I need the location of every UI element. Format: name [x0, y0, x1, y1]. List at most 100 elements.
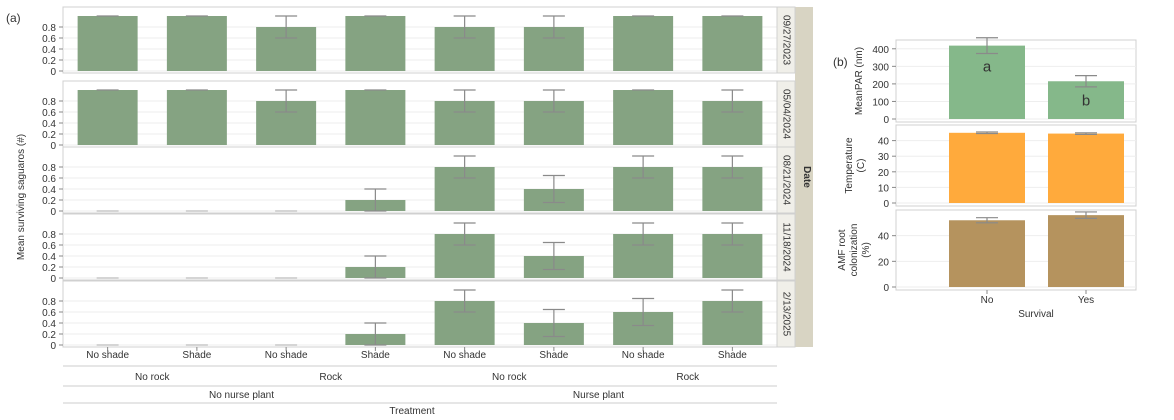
y-tick-label: 0.2	[42, 56, 56, 67]
panel-b-label: (b)	[833, 55, 848, 69]
y-tick-label: 0.6	[42, 34, 56, 45]
facet-title: Date	[801, 166, 812, 188]
error-bar	[275, 89, 298, 113]
significance-letter: a	[983, 59, 992, 76]
error-bar	[632, 297, 655, 327]
y-tick-label: 0.8	[42, 23, 56, 34]
error-bar	[453, 89, 476, 113]
y-tick-label: 0.6	[42, 174, 56, 185]
x-tick-label: Shade	[182, 350, 211, 361]
y-tick-label: 30	[878, 152, 890, 163]
y-tick-label: 0.8	[42, 163, 56, 174]
error-bar	[542, 174, 565, 204]
error-bar	[364, 322, 387, 346]
bar	[1048, 215, 1124, 287]
y-axis-title: AMF root	[837, 229, 848, 270]
facet-05-04-2024: 00.20.40.60.8 05/04/2024	[42, 80, 796, 152]
error-bar	[721, 155, 744, 179]
y-tick-label: 200	[872, 80, 889, 91]
y-tick-label: 400	[872, 45, 889, 56]
error-bar	[976, 217, 998, 224]
date-strip	[776, 146, 796, 214]
x-tick-label: No shade	[265, 350, 308, 361]
bar	[1048, 133, 1124, 203]
facet-11-18-2024: 00.20.40.60.8 11/18/2024	[42, 213, 796, 285]
subplot-frame	[895, 209, 1137, 291]
bar	[345, 90, 406, 145]
y-tick-label: 0.4	[42, 45, 56, 56]
bar	[613, 16, 674, 71]
x-axis-title: Treatment	[389, 406, 434, 417]
error-bar	[542, 308, 565, 338]
y-tick-label: 0.2	[42, 263, 56, 274]
y-tick-label: 0.6	[42, 108, 56, 119]
bar	[702, 16, 763, 71]
y-tick-label: 0.2	[42, 196, 56, 207]
panel-a-chart: Mean surviving saguaros (#) Date00.20.40.…	[16, 6, 813, 417]
y-axis-title: MeanPAR (nm)	[854, 47, 865, 115]
y-tick-label: 300	[872, 62, 889, 73]
bar	[77, 16, 138, 71]
error-bar	[275, 15, 298, 39]
panel-b-chart: 0 100 200 300 400 a b MeanPAR (nm) 0 10 20 30 40 Temp…	[837, 37, 1137, 320]
rock-group-label: No rock	[135, 372, 170, 383]
error-bar	[1075, 75, 1097, 88]
error-bar	[364, 188, 387, 212]
y-tick-label: 0.4	[42, 319, 56, 330]
y-axis-title: Temperature	[844, 137, 855, 194]
subplot-frame	[895, 39, 1137, 123]
date-strip	[776, 6, 796, 74]
y-tick-label: 0.8	[42, 230, 56, 241]
error-bar	[453, 155, 476, 179]
facet-08-21-2024: 00.20.40.60.8 08/21/2024	[42, 146, 796, 218]
facet-09-27-2023: 00.20.40.60.8 09/27/2023	[42, 6, 796, 78]
date-label: 11/18/2024	[781, 222, 792, 272]
x-tick-label: No	[981, 295, 994, 306]
error-bar	[721, 289, 744, 313]
y-tick-label: 0.8	[42, 297, 56, 308]
y-tick-label: 0	[883, 199, 889, 210]
date-strip	[776, 213, 796, 281]
bar	[949, 220, 1025, 287]
rock-group-label: Rock	[319, 372, 343, 383]
x-tick-label: No shade	[86, 350, 129, 361]
x-axis-title: Survival	[1018, 309, 1054, 320]
error-bar	[364, 255, 387, 279]
subplot-2: 0 10 20 30 40 Temperature (C)	[844, 124, 1137, 210]
error-bar	[1075, 211, 1097, 219]
significance-letter: b	[1082, 92, 1090, 109]
rock-group-label: No rock	[492, 372, 527, 383]
y-tick-label: 20	[878, 257, 890, 268]
y-axis-title: colonization	[849, 224, 860, 277]
rock-group-label: Rock	[676, 372, 700, 383]
error-bar	[976, 131, 998, 135]
y-tick-label: 0	[50, 141, 56, 152]
bar	[1048, 81, 1124, 119]
error-bar	[976, 37, 998, 55]
facet-2-13-2025: 00.20.40.60.8 2/13/2025	[42, 280, 796, 352]
x-tick-label: No shade	[443, 350, 486, 361]
y-tick-label: 100	[872, 97, 889, 108]
y-tick-label: 0	[50, 67, 56, 78]
error-bar	[632, 155, 655, 179]
bar	[166, 16, 227, 71]
y-tick-label: 40	[878, 232, 890, 243]
subplot-3: 0 20 40 AMF root colonization (%)	[837, 209, 1137, 294]
y-tick-label: 0	[883, 115, 889, 126]
error-bar	[453, 289, 476, 313]
error-bar	[721, 89, 744, 113]
bar	[613, 90, 674, 145]
bar	[949, 132, 1025, 203]
error-bar	[1075, 132, 1097, 135]
y-axis-title: Mean surviving saguaros (#)	[16, 134, 27, 260]
error-bar	[632, 222, 655, 246]
x-tick-label: No shade	[622, 350, 665, 361]
facet-title-strip	[795, 7, 813, 347]
y-tick-label: 0.8	[42, 97, 56, 108]
bar	[77, 90, 138, 145]
subplot-1: 0 100 200 300 400 a b MeanPAR (nm)	[854, 37, 1137, 126]
y-tick-label: 20	[878, 168, 890, 179]
y-tick-label: 10	[878, 183, 890, 194]
bar	[166, 90, 227, 145]
